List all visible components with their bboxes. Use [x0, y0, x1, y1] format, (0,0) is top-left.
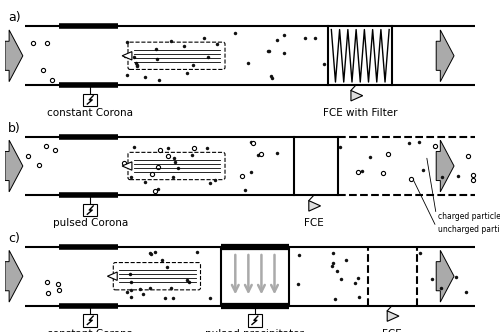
Text: FCE with Filter: FCE with Filter [322, 108, 397, 118]
FancyArrow shape [436, 250, 454, 302]
Polygon shape [309, 201, 320, 211]
Text: FCE: FCE [304, 218, 324, 228]
Polygon shape [122, 162, 132, 170]
Bar [84, 204, 97, 216]
FancyArrow shape [436, 140, 454, 192]
Bar [84, 94, 97, 106]
FancyArrow shape [5, 250, 23, 302]
Text: constant Corona: constant Corona [48, 329, 134, 332]
Text: FCE: FCE [382, 329, 402, 332]
Text: c): c) [8, 232, 20, 245]
Polygon shape [108, 272, 117, 281]
Text: charged particles: charged particles [438, 212, 500, 221]
Text: a): a) [8, 11, 20, 24]
Text: constant Corona: constant Corona [48, 108, 134, 118]
Polygon shape [122, 51, 132, 60]
Polygon shape [387, 311, 399, 321]
Text: pulsed precipitator: pulsed precipitator [206, 329, 304, 332]
FancyArrow shape [5, 30, 23, 82]
Bar [248, 314, 262, 327]
FancyBboxPatch shape [114, 263, 200, 290]
Text: uncharged particles: uncharged particles [438, 225, 500, 234]
Polygon shape [351, 90, 362, 101]
FancyBboxPatch shape [128, 42, 225, 69]
Text: b): b) [8, 122, 20, 134]
FancyArrow shape [436, 30, 454, 82]
FancyBboxPatch shape [128, 152, 225, 180]
Text: pulsed Corona: pulsed Corona [52, 218, 128, 228]
FancyArrow shape [5, 140, 23, 192]
Bar [84, 314, 97, 327]
